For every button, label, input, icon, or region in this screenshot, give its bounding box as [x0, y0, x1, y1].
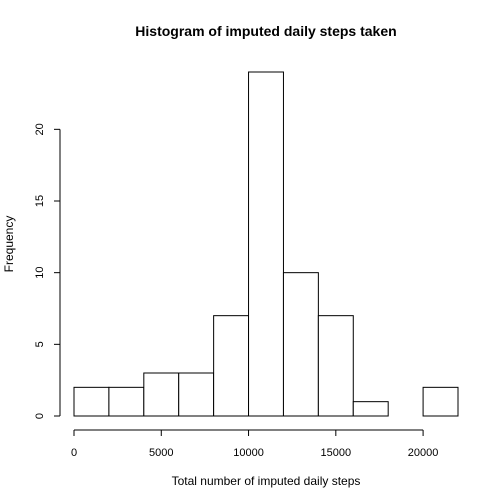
- x-axis-label: Total number of imputed daily steps: [172, 474, 361, 488]
- histogram-bar-8: [352, 401, 389, 417]
- x-tick-label-3: 15000: [321, 447, 352, 459]
- histogram-bar-2: [143, 372, 180, 417]
- x-tick-label-0: 0: [71, 447, 77, 459]
- histogram-bar-10: [422, 386, 459, 417]
- histogram-bar-6: [282, 272, 319, 417]
- histogram-bar-7: [317, 315, 354, 417]
- y-axis-label: Frequency: [2, 216, 16, 273]
- chart-title: Histogram of imputed daily steps taken: [135, 23, 396, 39]
- y-tick-label-2: 10: [34, 267, 46, 279]
- y-tick-label-3: 15: [34, 195, 46, 207]
- y-tick-label-4: 20: [34, 123, 46, 135]
- histogram-bar-3: [178, 372, 215, 417]
- y-axis: 0 5 10 15 20: [34, 123, 61, 419]
- y-tick-label-1: 5: [34, 341, 46, 347]
- histogram-bar-0: [73, 386, 110, 417]
- histogram-bar-4: [213, 315, 250, 417]
- x-tick-label-1: 5000: [149, 447, 173, 459]
- x-tick-label-2: 10000: [233, 447, 264, 459]
- histogram-bar-1: [108, 386, 145, 417]
- x-tick-label-4: 20000: [408, 447, 439, 459]
- bars-group: [73, 71, 459, 417]
- y-tick-label-0: 0: [34, 413, 46, 419]
- histogram-bar-5: [248, 71, 284, 417]
- x-axis: 0 5000 10000 15000 20000: [71, 429, 439, 459]
